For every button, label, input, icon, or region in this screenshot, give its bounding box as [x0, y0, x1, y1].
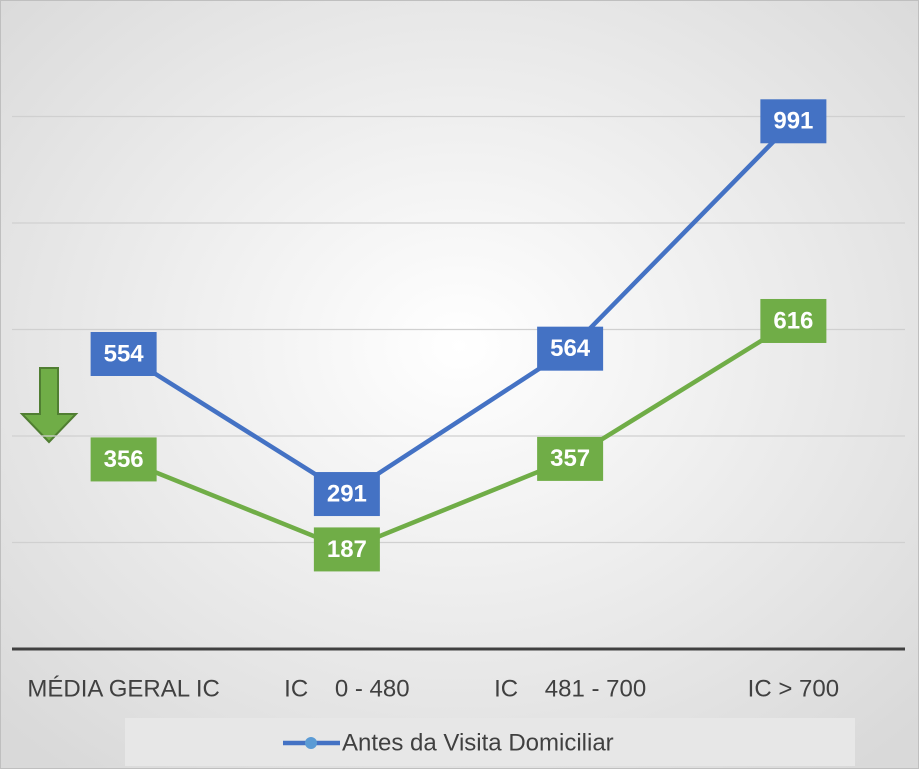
legend-box — [125, 718, 855, 766]
data-label: 291 — [327, 480, 367, 507]
x-tick-label: IC > 700 — [748, 675, 839, 702]
data-label: 356 — [104, 446, 144, 473]
series-line — [122, 119, 795, 497]
data-label-box — [90, 437, 157, 482]
x-tick-label: MÉDIA GERAL IC — [27, 675, 220, 702]
data-label-box — [313, 472, 380, 517]
data-label: 991 — [773, 108, 813, 135]
data-label-box — [760, 298, 827, 343]
x-tick-label: IC 481 - 700 — [494, 675, 646, 702]
data-label-box — [90, 331, 157, 376]
data-label-box — [760, 99, 827, 144]
data-label-box — [537, 436, 604, 481]
data-label: 616 — [773, 307, 813, 334]
data-label: 554 — [104, 340, 145, 367]
down-arrow — [19, 367, 79, 444]
data-label: 187 — [327, 536, 367, 563]
x-tick-label: IC 0 - 480 — [284, 675, 409, 702]
data-label-box — [537, 326, 604, 371]
data-label-box — [313, 527, 380, 572]
data-label: 357 — [550, 445, 590, 472]
series-line — [122, 319, 795, 552]
legend-label: Antes da Visita Domiciliar — [342, 729, 614, 756]
legend-marker — [305, 737, 317, 749]
data-label: 564 — [550, 335, 591, 362]
